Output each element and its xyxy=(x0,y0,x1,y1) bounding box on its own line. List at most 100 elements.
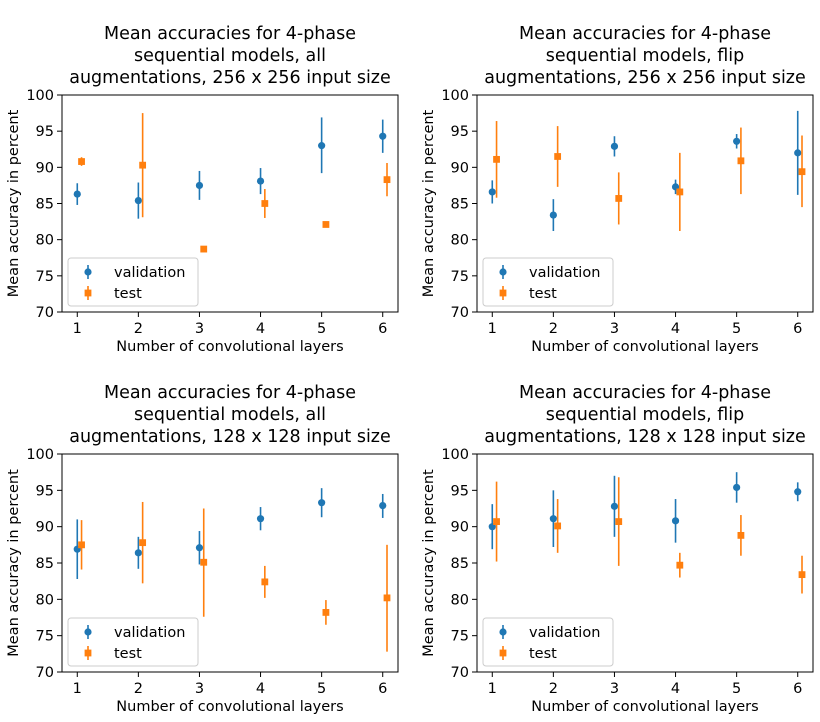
validation-point xyxy=(318,142,326,150)
x-tick-label: 5 xyxy=(732,681,741,697)
test-point xyxy=(139,161,147,169)
x-tick-label: 5 xyxy=(317,321,326,337)
legend-label: test xyxy=(114,286,142,302)
test-point xyxy=(322,221,330,228)
validation-point xyxy=(256,515,265,523)
x-tick-label: 4 xyxy=(671,681,680,697)
x-tick-label: 3 xyxy=(195,321,204,337)
chart-title-line: sequential models, flip xyxy=(546,46,745,66)
legend-label: validation xyxy=(529,625,600,641)
test-point xyxy=(798,571,806,579)
y-tick-label: 80 xyxy=(36,233,54,249)
test-point xyxy=(139,539,147,547)
test-point xyxy=(322,609,330,616)
test-point xyxy=(615,195,623,202)
validation-point xyxy=(195,181,204,190)
x-tick-label: 4 xyxy=(256,681,265,697)
x-axis-label: Number of convolutional layers xyxy=(116,339,343,355)
x-tick-label: 1 xyxy=(488,321,497,337)
x-tick-label: 6 xyxy=(793,321,802,337)
x-tick-label: 4 xyxy=(256,321,265,337)
legend-marker xyxy=(84,268,92,276)
chart-title-line: Mean accuracies for 4-phase xyxy=(519,24,771,44)
validation-point xyxy=(549,211,557,219)
validation-point xyxy=(671,517,680,525)
y-tick-label: 100 xyxy=(26,447,54,463)
x-tick-label: 6 xyxy=(793,681,802,697)
x-tick-label: 2 xyxy=(134,321,143,337)
x-axis-label: Number of convolutional layers xyxy=(116,699,343,715)
legend-label: validation xyxy=(114,265,185,281)
y-tick-label: 80 xyxy=(36,592,54,608)
x-tick-label: 3 xyxy=(610,681,619,697)
test-point xyxy=(200,245,208,253)
x-tick-label: 1 xyxy=(73,681,82,697)
y-axis-label: Mean accuracy in percent xyxy=(6,469,22,657)
chart-title-line: augmentations, 256 x 256 input size xyxy=(69,68,391,88)
x-tick-label: 6 xyxy=(378,321,387,337)
validation-point xyxy=(73,190,81,198)
y-tick-label: 90 xyxy=(451,160,469,176)
validation-point xyxy=(195,544,204,552)
legend-label: test xyxy=(114,646,142,662)
test-point xyxy=(261,578,269,586)
test-point xyxy=(493,518,500,525)
validation-point xyxy=(610,142,619,150)
y-tick-label: 100 xyxy=(441,447,469,463)
validation-point xyxy=(794,149,802,157)
y-axis-label: Mean accuracy in percent xyxy=(421,109,437,297)
y-tick-label: 90 xyxy=(36,520,54,536)
legend-box xyxy=(482,617,614,667)
y-tick-label: 85 xyxy=(36,197,54,213)
test-point xyxy=(554,522,562,530)
legend-marker xyxy=(499,628,507,636)
legend-marker xyxy=(499,289,507,297)
y-tick-label: 100 xyxy=(26,88,54,104)
x-tick-label: 1 xyxy=(488,681,497,697)
validation-point xyxy=(488,188,496,196)
y-tick-label: 85 xyxy=(451,556,469,572)
x-tick-label: 5 xyxy=(317,681,326,697)
test-point xyxy=(737,531,745,539)
chart-title-line: Mean accuracies for 4-phase xyxy=(104,24,356,44)
x-tick-label: 1 xyxy=(73,321,82,337)
test-point xyxy=(554,153,562,160)
test-point xyxy=(676,561,684,569)
legend-box xyxy=(67,617,199,667)
legend-box xyxy=(482,257,614,307)
chart-title-line: Mean accuracies for 4-phase xyxy=(519,383,771,403)
legend-label: validation xyxy=(114,625,185,641)
y-tick-label: 70 xyxy=(451,305,469,321)
validation-point xyxy=(733,137,741,145)
legend-label: test xyxy=(529,646,557,662)
y-tick-label: 95 xyxy=(36,483,54,499)
chart-title-line: Mean accuracies for 4-phase xyxy=(104,383,356,403)
x-tick-label: 2 xyxy=(549,321,558,337)
x-tick-label: 3 xyxy=(610,321,619,337)
test-point xyxy=(383,176,391,184)
y-tick-label: 100 xyxy=(441,88,469,104)
chart-title-line: augmentations, 128 x 128 input size xyxy=(484,427,806,447)
y-tick-label: 70 xyxy=(36,305,54,321)
validation-point xyxy=(134,197,142,205)
validation-point xyxy=(134,549,142,557)
legend-box xyxy=(67,257,199,307)
x-tick-label: 6 xyxy=(378,681,387,697)
y-tick-label: 70 xyxy=(451,665,469,681)
y-tick-label: 70 xyxy=(36,665,54,681)
y-tick-label: 95 xyxy=(36,124,54,140)
y-tick-label: 75 xyxy=(451,269,469,285)
legend-marker xyxy=(84,649,92,657)
y-tick-label: 75 xyxy=(36,629,54,645)
legend-label: validation xyxy=(529,265,600,281)
x-tick-label: 5 xyxy=(732,321,741,337)
validation-point xyxy=(794,488,802,496)
x-tick-label: 3 xyxy=(195,681,204,697)
validation-point xyxy=(610,502,619,510)
y-axis-label: Mean accuracy in percent xyxy=(421,469,437,657)
x-tick-label: 2 xyxy=(549,681,558,697)
legend-marker xyxy=(84,628,92,636)
chart-title-line: augmentations, 256 x 256 input size xyxy=(484,68,806,88)
